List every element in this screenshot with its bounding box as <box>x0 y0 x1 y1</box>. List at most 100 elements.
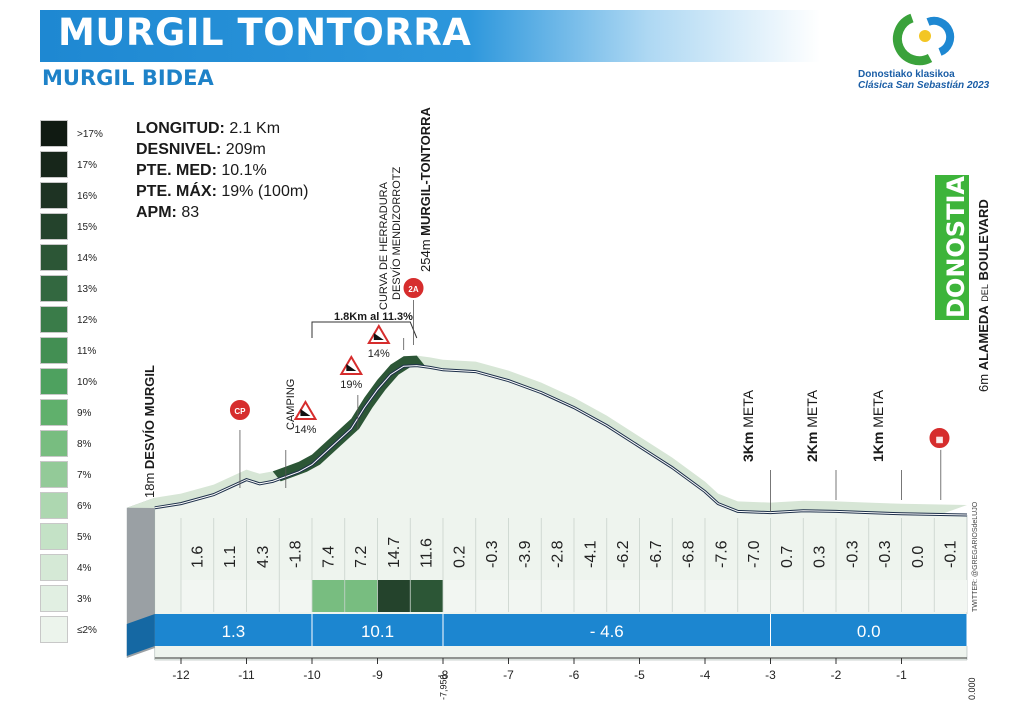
steep-warning-glyph <box>373 333 384 340</box>
km-gradient-cell <box>672 580 705 612</box>
km-gradient-label: -0.3 <box>484 540 501 568</box>
legend-label: 5% <box>77 532 92 543</box>
legend-swatch <box>40 492 68 519</box>
title-bar <box>40 10 820 62</box>
legend-label: 16% <box>77 191 98 202</box>
legend-label: 6% <box>77 501 92 512</box>
km-gradient-cell <box>574 580 607 612</box>
legend-swatch <box>40 368 68 395</box>
km-gradient-label: 1.6 <box>189 546 206 568</box>
km-gradient-label: 7.4 <box>320 546 337 568</box>
page-title: MURGIL TONTORRA <box>58 11 472 54</box>
x-tick-label: -2 <box>831 668 842 682</box>
km-gradient-label: 14.7 <box>386 537 403 568</box>
km-gradient-label: 0.7 <box>779 546 796 568</box>
section-label: 1.3 <box>222 622 246 641</box>
x-tick-label: -11 <box>238 668 255 682</box>
legend-label: 9% <box>77 408 92 419</box>
meta-1km: 1Km META <box>870 389 886 462</box>
stat-pte-med: PTE. MED: 10.1% <box>136 162 267 179</box>
legend-label: >17% <box>77 129 103 140</box>
legend-label: 12% <box>77 315 98 326</box>
climb-stats: LONGITUD: 2.1 Km DESNIVEL: 209m PTE. MED… <box>136 118 309 223</box>
sections-bar-side <box>126 614 155 656</box>
camping-label: CAMPING <box>285 378 297 430</box>
legend-label: 10% <box>77 377 98 388</box>
km-gradient-cell <box>606 580 640 612</box>
logo-text-2: Clásica San Sebastián 2023 <box>858 80 990 91</box>
checkpoint-icon <box>227 398 252 422</box>
x-tick-label: -4 <box>700 668 711 682</box>
x-tick-label: -12 <box>172 668 190 682</box>
legend-swatch <box>40 585 68 612</box>
steep-warning-glyph <box>346 364 357 371</box>
x-tick-label: -10 <box>303 668 321 682</box>
km-gradient-label: 4.3 <box>255 546 272 568</box>
finish-city-box <box>935 175 969 320</box>
legend-label: 11% <box>77 346 97 357</box>
x-tick-label: -5 <box>634 668 645 682</box>
km-gradient-label: -6.7 <box>648 540 665 568</box>
stat-apm: APM: 83 <box>136 204 200 221</box>
km-gradient-label: -3.9 <box>517 540 534 568</box>
km-gradient-cell <box>443 580 476 612</box>
bracket-label: 1.8Km al 11.3% <box>334 311 413 323</box>
km-gradient-cell <box>803 580 836 612</box>
meta-3km: 3Km META <box>740 389 756 462</box>
legend-swatch <box>40 461 68 488</box>
x-tick-label: -8 <box>438 668 449 682</box>
km-gradient-cell <box>279 580 312 612</box>
legend-label: 15% <box>77 222 98 233</box>
km-gradient-label: -7.6 <box>713 540 730 568</box>
section-label: - 4.6 <box>590 622 624 641</box>
legend-swatch <box>40 182 68 209</box>
legend-label: 13% <box>77 284 98 295</box>
stat-desnivel: DESNIVEL: 209m <box>136 141 266 158</box>
summit-icon <box>401 276 426 300</box>
km-gradient-label: 1.1 <box>222 546 239 568</box>
logo-text-1: Donostiako klasikoa <box>858 69 955 80</box>
summit-icon-text: 2A <box>408 285 418 294</box>
finish-flag-icon <box>927 426 952 450</box>
km-gradient-cell <box>213 580 247 612</box>
km-gradient-label: -6.8 <box>681 540 698 568</box>
x-extra-label: 0.000 <box>967 677 977 700</box>
page-subtitle: MURGIL BIDEA <box>42 66 214 90</box>
km-gradient-cell <box>737 580 771 612</box>
x-extra-label: -7,950 <box>438 674 448 700</box>
x-tick-label: -1 <box>896 668 907 682</box>
legend-label: ≤2% <box>77 625 97 636</box>
x-tick-label: -7 <box>503 668 514 682</box>
km-gradient-cell <box>639 580 673 612</box>
steep-warning-glyph <box>300 409 311 416</box>
km-gradient-cell <box>312 580 345 612</box>
km-gradient-label: -2.8 <box>550 540 567 568</box>
legend-label: 7% <box>77 470 92 481</box>
steep-section <box>272 355 425 482</box>
desvio-label: DESVÍO MENDIZORROTZ <box>391 166 403 300</box>
km-gradient-cell <box>770 580 804 612</box>
legend-swatch <box>40 244 68 271</box>
summit-label: 254m MURGIL-TONTORRA <box>418 107 433 272</box>
legend-label: 8% <box>77 439 92 450</box>
start-label: 18m DESVÍO MURGIL <box>142 365 157 498</box>
km-gradient-cell <box>836 580 869 612</box>
bracket-line <box>311 321 418 339</box>
stat-pte-max: PTE. MÁX: 19% (100m) <box>136 183 309 200</box>
km-gradient-cell <box>181 580 214 612</box>
km-gradient-label: 0.0 <box>910 546 927 568</box>
meta-2km: 2Km META <box>804 389 820 462</box>
legend-swatch <box>40 430 68 457</box>
km-gradient-cell <box>410 580 443 612</box>
km-gradient-cell <box>541 580 574 612</box>
km-gradient-label: 0.3 <box>812 546 829 568</box>
km-gradient-cell <box>868 580 902 612</box>
km-gradient-cell <box>344 580 378 612</box>
legend-label: 4% <box>77 563 92 574</box>
km-gradient-label: 7.2 <box>353 546 370 568</box>
x-tick-label: -3 <box>765 668 776 682</box>
section-label: 10.1 <box>361 622 394 641</box>
legend-swatch <box>40 399 68 426</box>
km-gradient-cell <box>246 580 280 612</box>
km-gradient-cell <box>475 580 509 612</box>
